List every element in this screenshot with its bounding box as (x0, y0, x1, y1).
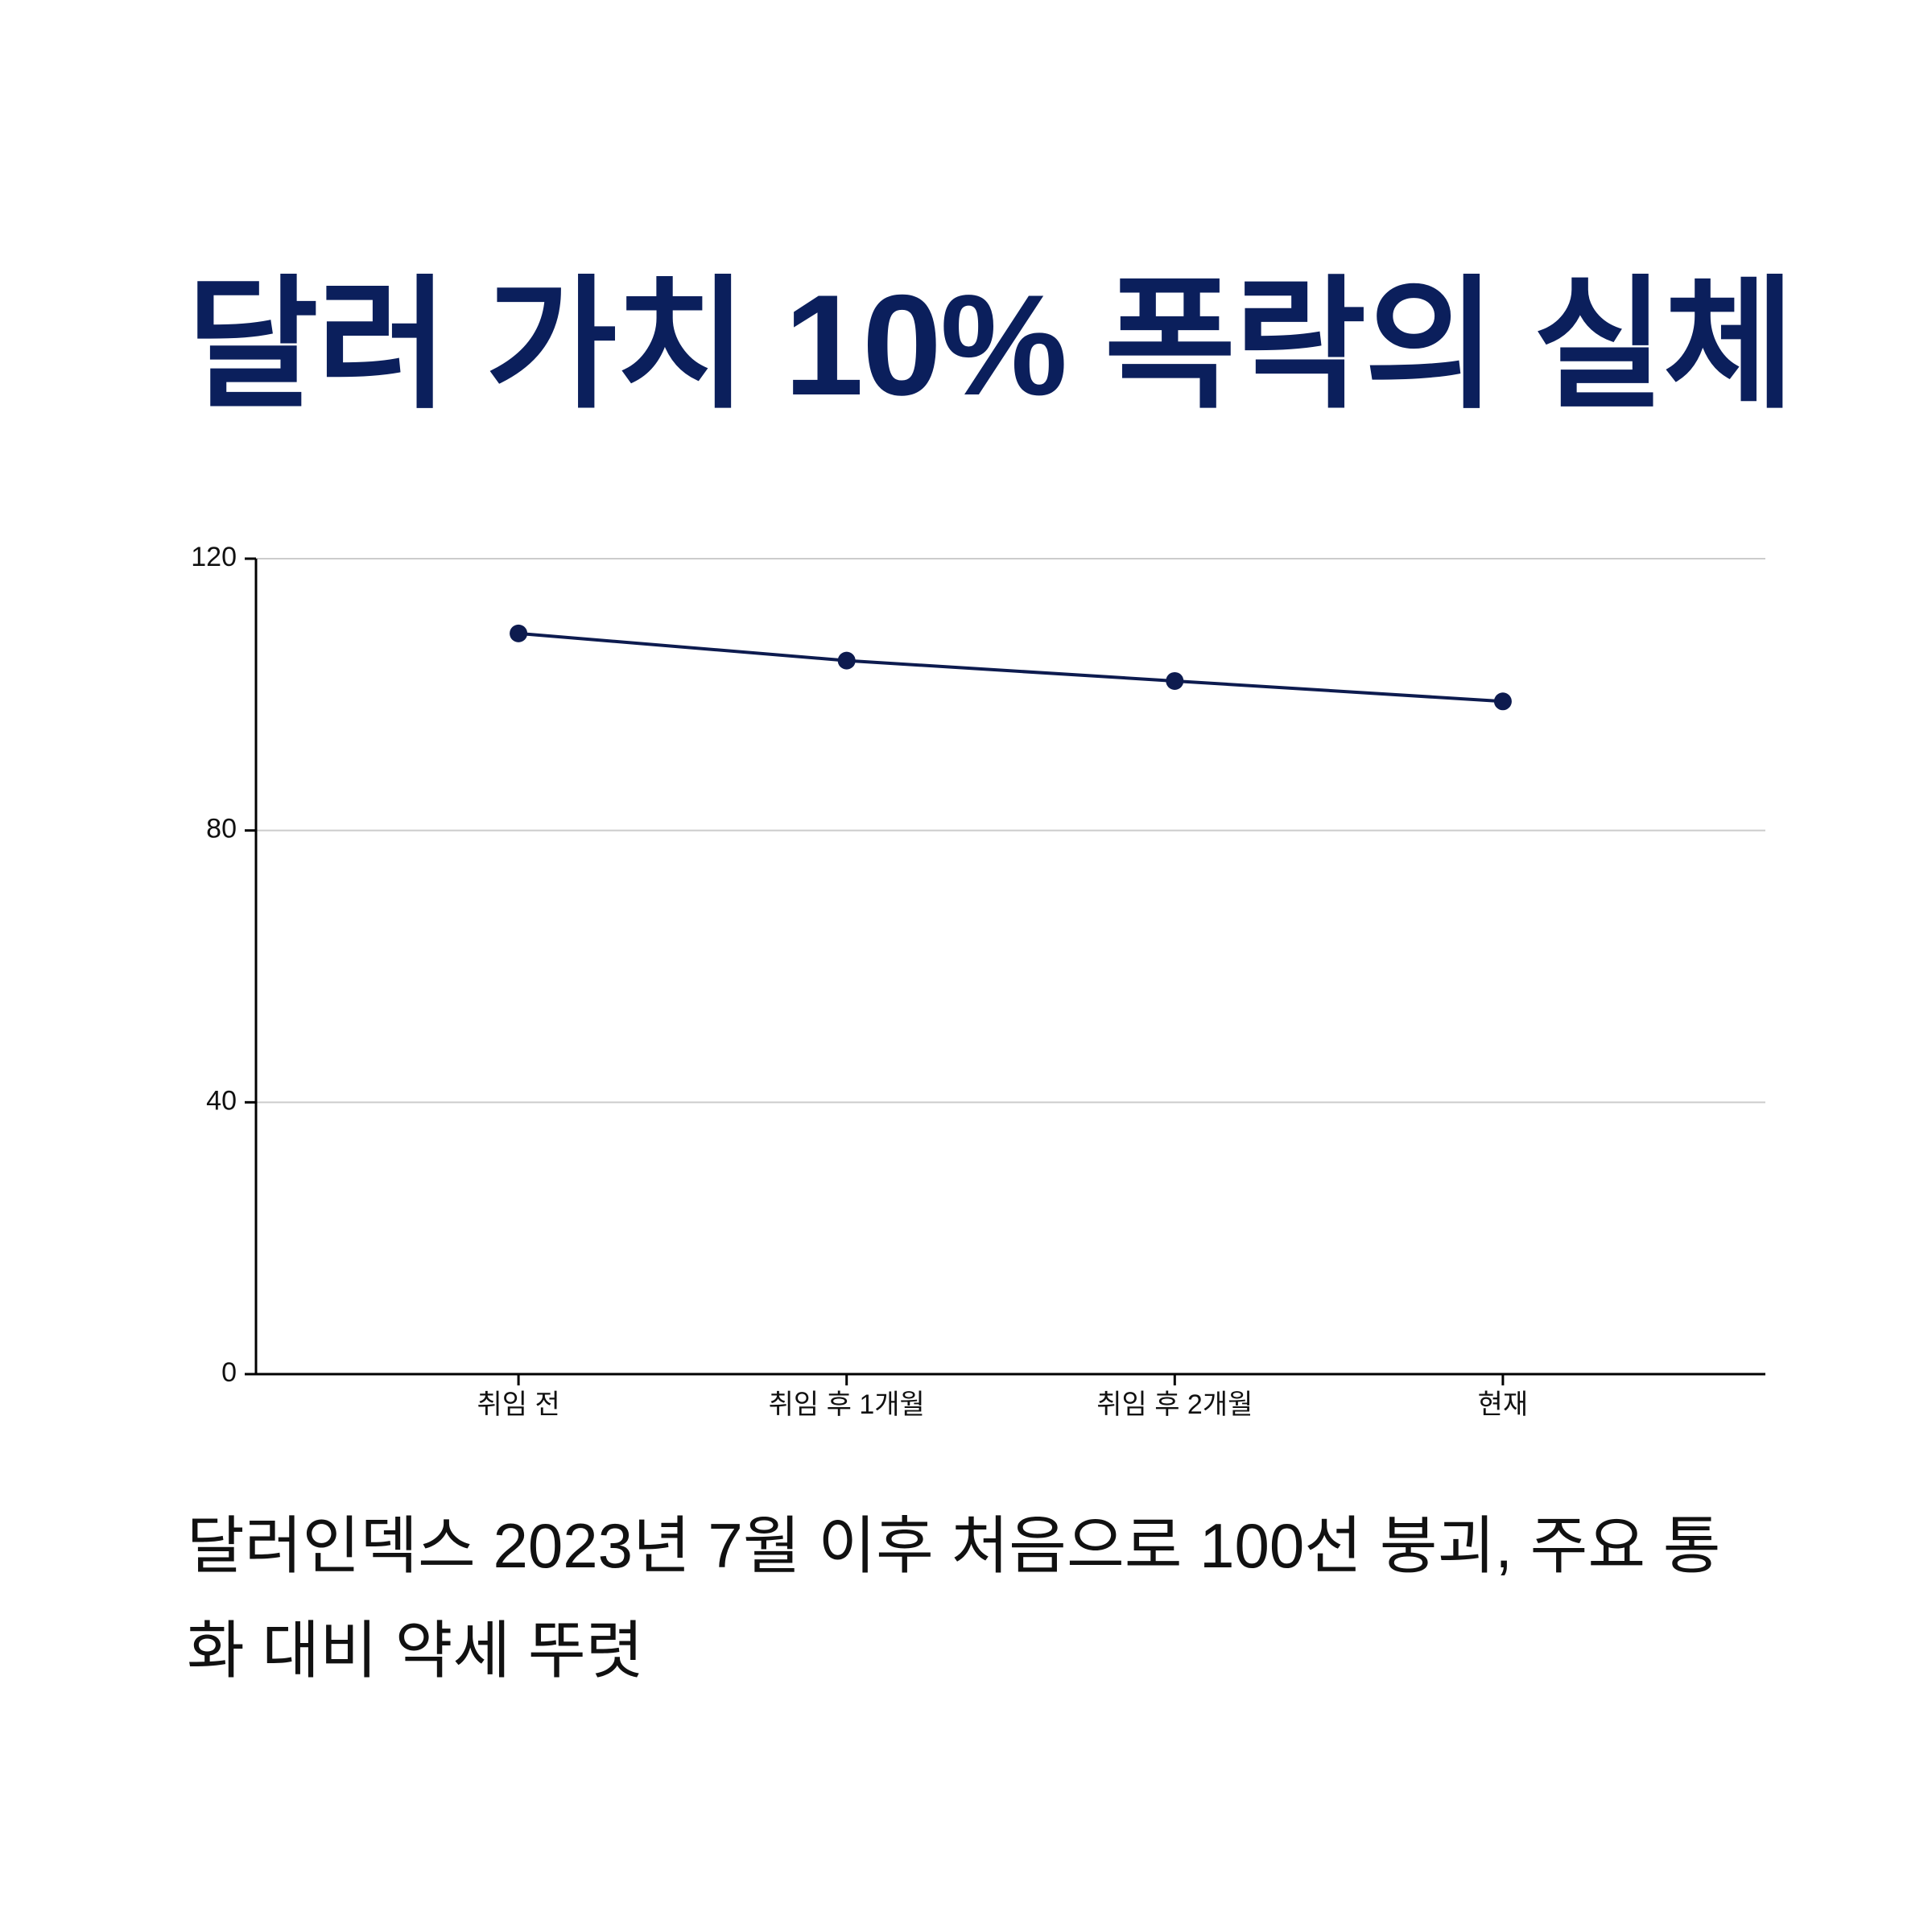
x-tick-label: 현재 (1478, 1389, 1529, 1420)
data-point (510, 624, 528, 642)
data-point (837, 651, 856, 670)
y-tick-label: 120 (191, 542, 237, 572)
data-point (1493, 692, 1512, 711)
y-tick-label: 0 (221, 1357, 237, 1388)
chart-subtitle: 달러인덱스 2023년 7월 이후 처음으로 100선 붕괴, 주요 통화 대비… (187, 1510, 1721, 1686)
x-tick-label: 취임 후 1개월 (769, 1389, 925, 1420)
y-tick-label: 80 (206, 814, 237, 844)
data-point (1166, 671, 1184, 690)
y-tick-label: 40 (206, 1085, 237, 1116)
x-tick-label: 취임 전 (477, 1389, 559, 1420)
chart-title: 달러 가치 10% 폭락의 실체 (187, 265, 1795, 425)
chart: 0 40 80 120 취임 전 취임 후 1개월 취임 후 2개월 현재 (191, 542, 1765, 1420)
data-line (518, 631, 1504, 704)
x-tick-label: 취임 후 2개월 (1096, 1389, 1253, 1420)
